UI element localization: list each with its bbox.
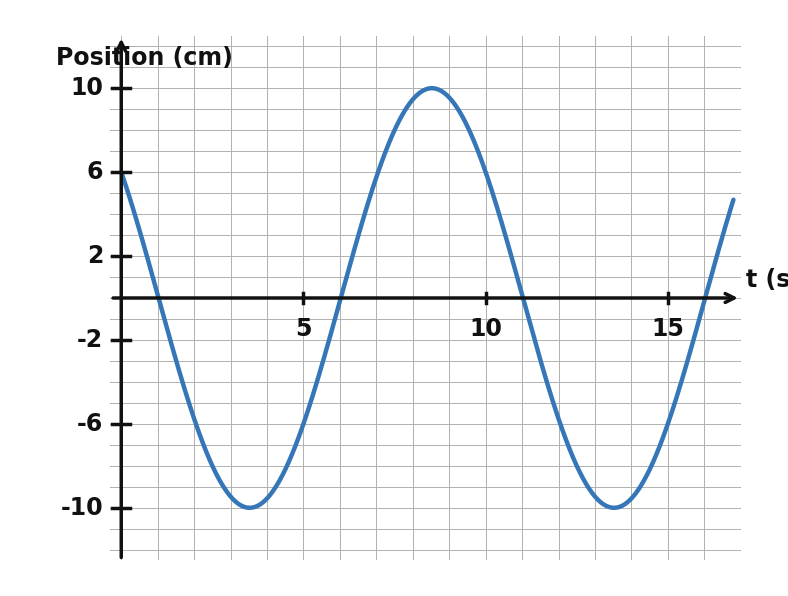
Text: 6: 6 [87,160,103,184]
Text: 10: 10 [469,317,502,341]
Text: 15: 15 [652,317,684,341]
Text: 5: 5 [296,317,312,341]
Text: 2: 2 [87,244,103,268]
Text: -10: -10 [61,496,103,520]
Text: -2: -2 [77,328,103,352]
Text: Position (cm): Position (cm) [56,46,232,70]
Text: 10: 10 [70,76,103,100]
Text: t (s): t (s) [746,268,788,292]
Text: -6: -6 [76,412,103,436]
